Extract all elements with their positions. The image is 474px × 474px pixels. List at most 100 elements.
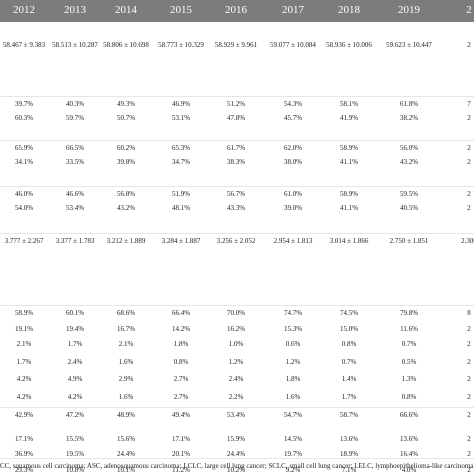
table-cell: 2.2% xyxy=(228,393,244,401)
table-cell: 2.1% xyxy=(16,340,32,348)
table-cell: 16.7% xyxy=(116,325,136,333)
table-cell: 16.2% xyxy=(226,325,246,333)
table-cell: 40.3% xyxy=(65,100,85,108)
table-cell: 10.1% xyxy=(116,466,136,474)
table-cell: 2 xyxy=(467,158,471,166)
table-row: 17.1% 15.5% 15.6% 17.1% 15.9% 14.5% 13.6% 13.6%… xyxy=(0,432,474,446)
table-cell: 46.9% xyxy=(171,100,191,108)
table-row: 19.1% 19.4% 16.7% 14.2% 16.2% 15.3% 15.0% 11.6%… xyxy=(0,322,474,336)
table-cell: 43.2% xyxy=(116,204,136,212)
table-row: 3.777 ± 2.267 3.377 ± 1.783 3.212 ± 1.889 3… xyxy=(0,233,474,248)
table-cell: 59.077 ± 10.084 xyxy=(270,41,316,49)
table-cell: 19.1% xyxy=(14,325,34,333)
table-cell: 0.7% xyxy=(341,358,357,366)
table-cell: 47.2% xyxy=(65,411,85,419)
table-cell: 56.8% xyxy=(116,190,136,198)
table-cell: 4.2% xyxy=(67,393,83,401)
footer-divider xyxy=(0,458,474,459)
table-cell: 50.7% xyxy=(116,114,136,122)
table-cell: 38.3% xyxy=(226,158,246,166)
table-cell: 1.7% xyxy=(67,340,83,348)
table-cell: 39.8% xyxy=(116,158,136,166)
table-cell: 34.1% xyxy=(14,158,34,166)
table-row: 42.9% 47.2% 48.9% 49.4% 53.4% 54.7% 58.7% 66.6%… xyxy=(0,407,474,422)
table-cell: 39.7% xyxy=(14,100,34,108)
table-cell: 9.2% xyxy=(285,466,301,474)
table-cell: 56.0% xyxy=(399,144,419,152)
table-cell: 17.1% xyxy=(14,435,34,443)
table-cell: 1.0% xyxy=(228,340,244,348)
table-cell: 8 xyxy=(467,309,471,317)
table-cell: 58.467 ± 9.383 xyxy=(2,41,46,49)
table-cell: 1.8% xyxy=(285,375,301,383)
table-cell: 19.7% xyxy=(283,450,303,458)
table-cell: 58.806 ± 10.698 xyxy=(103,41,149,49)
table-cell: 24.4% xyxy=(226,450,246,458)
table-cell: 53.1% xyxy=(171,114,191,122)
table-cell: 1.8% xyxy=(173,340,189,348)
table-cell: 59.7% xyxy=(65,114,85,122)
table-cell: 1.6% xyxy=(118,393,134,401)
year-header: 2017 xyxy=(282,4,304,16)
table-cell: 66.4% xyxy=(171,309,191,317)
table-cell: 54.7% xyxy=(283,411,303,419)
table-cell: 2.7% xyxy=(173,393,189,401)
table-cell: 65.9% xyxy=(14,144,34,152)
table-cell: 0.7% xyxy=(401,340,417,348)
table-row: 58.9% 60.1% 68.6% 66.4% 70.0% 74.7% 74.5% 79.8%… xyxy=(0,305,474,320)
table-cell: 1.2% xyxy=(285,358,301,366)
table-cell: 2.1% xyxy=(118,340,134,348)
table-cell: 60.3% xyxy=(14,114,34,122)
table-cell: 1.2% xyxy=(228,358,244,366)
year-header: 2012 xyxy=(13,4,35,16)
table-cell: 66.6% xyxy=(399,411,419,419)
table-cell: 60.2% xyxy=(116,144,136,152)
table-cell: 2.4% xyxy=(228,375,244,383)
table-cell: 48.9% xyxy=(116,411,136,419)
table-cell: 2.9% xyxy=(118,375,134,383)
table-cell: 53.4% xyxy=(226,411,246,419)
table-cell: 47.8% xyxy=(226,114,246,122)
table-row: 58.467 ± 9.383 58.513 ± 10.287 58.806 ± 10… xyxy=(0,38,474,52)
table-cell: 61.8% xyxy=(399,100,419,108)
table-cell: 3.256 ± 2.052 xyxy=(216,237,256,245)
table-cell: 58.1% xyxy=(339,100,359,108)
table-row: 39.7% 40.3% 49.3% 46.9% 51.2% 54.3% 58.1% 61.8%… xyxy=(0,96,474,111)
table-cell: 0.5% xyxy=(401,358,417,366)
table-cell: 36.9% xyxy=(14,450,34,458)
table-cell: 62.0% xyxy=(283,144,303,152)
table-cell: 23.3% xyxy=(14,466,34,474)
table-cell: 46.6% xyxy=(65,190,85,198)
table-cell: 51.9% xyxy=(171,190,191,198)
table-cell: 41.1% xyxy=(339,158,359,166)
table-cell: 4.0% xyxy=(401,466,417,474)
footnote: CC, squamous cell carcinoma; ASC, adenos… xyxy=(0,462,474,470)
table-cell: 38.2% xyxy=(399,114,419,122)
table-cell: 2 xyxy=(467,204,471,212)
table-cell: 2 xyxy=(467,358,471,366)
table-cell: 2 xyxy=(467,114,471,122)
table-cell: 41.9% xyxy=(339,114,359,122)
table-cell: 7.1% xyxy=(341,466,357,474)
table-cell: 4.9% xyxy=(67,375,83,383)
table-row: 46.0% 46.6% 56.8% 51.9% 56.7% 61.0% 58.9% 59.5%… xyxy=(0,186,474,201)
table-cell: 1.3% xyxy=(401,375,417,383)
table-cell: 74.7% xyxy=(283,309,303,317)
table-cell: 54.0% xyxy=(14,204,34,212)
table-cell: 3.777 ± 2.267 xyxy=(4,237,44,245)
table-row: 36.9% 19.5% 24.4% 20.1% 24.4% 19.7% 18.9% 16.4%… xyxy=(0,447,474,461)
table-cell: 65.3% xyxy=(171,144,191,152)
table-cell: 10.8% xyxy=(65,466,85,474)
table-cell: 58.7% xyxy=(339,411,359,419)
table-cell: 4.2% xyxy=(16,393,32,401)
table-cell: 19.4% xyxy=(65,325,85,333)
table-cell: 19.5% xyxy=(65,450,85,458)
table-cell: 2 xyxy=(467,325,471,333)
year-header: 2 xyxy=(466,4,472,16)
table-row: 54.0% 53.4% 43.2% 48.1% 43.3% 39.0% 41.1% 40.5%… xyxy=(0,201,474,215)
table-cell: 20.1% xyxy=(171,450,191,458)
year-header: 2019 xyxy=(398,4,420,16)
table-cell: 1.6% xyxy=(118,358,134,366)
table-cell: 11.6% xyxy=(400,325,418,333)
year-header: 2018 xyxy=(338,4,360,16)
